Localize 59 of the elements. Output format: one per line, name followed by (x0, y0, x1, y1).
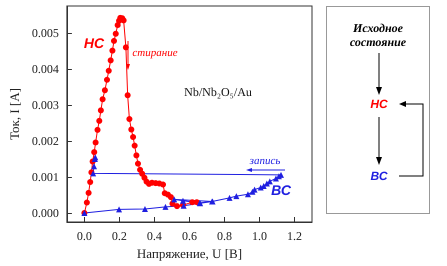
point (180, 198, 186, 204)
x-tick-label: 0.4 (146, 229, 162, 243)
point (126, 116, 132, 122)
annotation: НС (84, 35, 105, 51)
x-tick-label: 0.8 (216, 229, 232, 243)
point (133, 152, 140, 158)
point (134, 160, 141, 167)
point (102, 87, 108, 94)
point (122, 44, 129, 50)
point (112, 30, 119, 37)
point (162, 204, 168, 210)
point (109, 48, 116, 54)
x-tick-label: 1.0 (252, 229, 267, 243)
point (171, 196, 178, 202)
y-tick-label: 0.005 (32, 26, 59, 40)
point (108, 57, 114, 64)
text: Исходное состояние (348, 21, 408, 49)
point (86, 190, 92, 196)
x-tick-label: 0.6 (182, 229, 197, 243)
point (91, 163, 98, 170)
y-tick-label: 0.000 (32, 206, 59, 220)
annotation: стирание (132, 47, 178, 59)
y-tick-label: 0.004 (32, 62, 59, 76)
point (116, 206, 122, 212)
point (130, 134, 136, 140)
text: ВС (369, 169, 389, 183)
annotation: запись (248, 155, 280, 167)
point (111, 38, 117, 44)
text: НС (369, 97, 389, 111)
point (84, 200, 90, 206)
y-tick-label: 0.001 (32, 170, 59, 184)
point (98, 107, 104, 114)
point (233, 193, 240, 200)
y-tick-label: 0.002 (32, 134, 59, 148)
y-axis-title: Ток, I [A] (7, 88, 22, 140)
point (100, 96, 106, 102)
point (87, 179, 94, 186)
x-tick-label: 0.2 (112, 229, 127, 243)
point (96, 118, 102, 124)
annotation: ВС (271, 182, 292, 198)
point (244, 191, 251, 198)
annotation: Nb/Nb₂O₅/Au (184, 85, 252, 99)
point (132, 142, 138, 149)
y-tick-label: 0.003 (32, 98, 59, 112)
point (94, 126, 101, 133)
point (142, 206, 148, 212)
point (92, 139, 99, 146)
point (174, 203, 180, 210)
point (128, 126, 134, 132)
point (104, 76, 110, 83)
point (106, 68, 112, 74)
point (91, 149, 98, 156)
x-tick-label: 1.2 (286, 229, 302, 243)
point (226, 194, 233, 201)
point (168, 194, 174, 200)
x-tick-label: 0.0 (76, 229, 92, 243)
x-axis-title: Напряжение, U [В] (136, 246, 242, 261)
point (124, 92, 131, 98)
point (160, 182, 166, 188)
